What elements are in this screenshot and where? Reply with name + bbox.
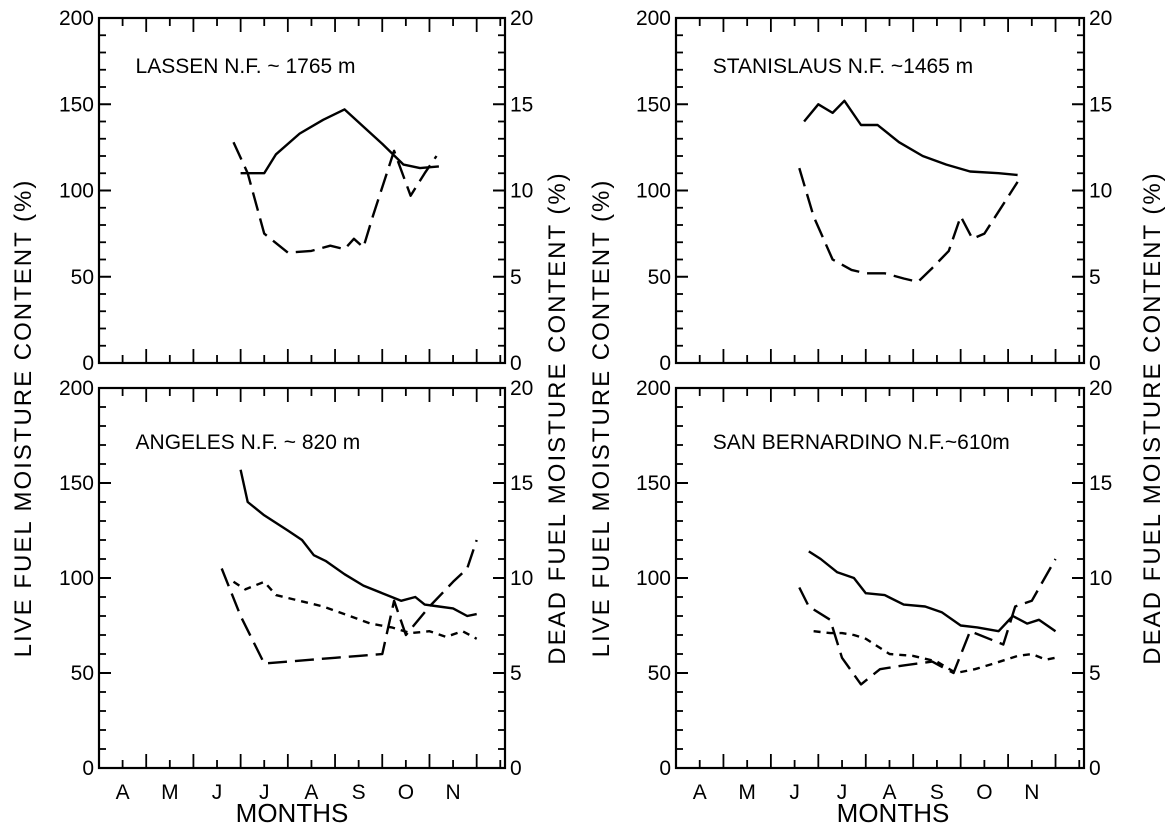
month-label: J [259,781,270,804]
y-tick-label: 200 [59,7,94,30]
month-label: A [882,781,896,804]
y2-tick-label: 0 [1089,757,1101,780]
y-tick-label: 0 [659,352,671,375]
series-line-short-dash [813,630,1056,675]
month-label: J [837,781,848,804]
middle-axis-title: DEAD FUEL MOISTURE CONTENT (%) [544,171,571,664]
y-tick-label: 200 [59,377,94,400]
series-line-long-dash [232,141,438,254]
month-label: J [789,781,800,804]
series-line-solid [239,469,477,618]
series-line-solid [803,99,1018,177]
series-line-solid [240,108,440,175]
y2-tick-label: 20 [510,7,533,30]
month-label: A [116,781,130,804]
chart-panel-1: 0 0 50 5 100 10 150 15 200 20 LASSEN N.F. ~ 1765 m [59,7,533,375]
y-tick-label: 0 [82,757,94,780]
month-label: J [212,781,223,804]
series-line-long-dash [798,558,1057,686]
chart-panel-3: 0 0 50 5 100 10 150 15 200 20 A M J J A S O N ANGELES N.F.… [59,377,533,804]
y2-tick-label: 5 [1089,662,1101,685]
y-tick-label: 100 [59,180,94,203]
panel-title: ANGELES N.F. ~ 820 m [136,431,361,454]
y2-tick-label: 10 [510,180,533,203]
middle-left-axis-title: LIVE FUEL MOISTURE CONTENT (%) [588,179,615,658]
month-label: A [304,781,318,804]
month-label: S [352,781,366,804]
month-label: M [161,781,179,804]
y-tick-label: 200 [636,7,671,30]
month-label: M [738,781,756,804]
y2-tick-label: 20 [1089,7,1112,30]
y-tick-label: 150 [59,93,94,116]
y2-tick-label: 15 [510,472,533,495]
month-label: N [445,781,460,804]
panel-title: STANISLAUS N.F. ~1465 m [713,55,973,78]
y2-tick-label: 10 [1089,180,1112,203]
y2-tick-label: 5 [510,662,522,685]
y2-tick-label: 0 [510,757,522,780]
panel-title: LASSEN N.F. ~ 1765 m [136,55,356,78]
y2-tick-label: 20 [1089,377,1112,400]
month-label: N [1024,781,1039,804]
y2-tick-label: 15 [510,93,533,116]
y2-tick-label: 15 [1089,93,1112,116]
y2-tick-label: 15 [1089,472,1112,495]
series-line-short-dash [232,580,478,640]
y2-tick-label: 0 [1089,352,1101,375]
y-tick-label: 0 [82,352,94,375]
y-tick-label: 150 [59,472,94,495]
y-tick-label: 100 [636,567,671,590]
y2-tick-label: 0 [510,352,522,375]
right-axis-title: DEAD FUEL MOISTURE CONTENT (%) [1139,171,1166,664]
series-line-solid [808,550,1057,633]
month-label: O [976,781,992,804]
chart-panel-4: 0 0 50 5 100 10 150 15 200 20 A M J J A S O N SAN BERNARDI… [636,377,1112,804]
y-tick-label: 50 [71,662,94,685]
month-label: O [398,781,414,804]
y2-tick-label: 10 [1089,567,1112,590]
chart-panel-2: 0 0 50 5 100 10 150 15 200 20 STANISLAUS N.F. ~146… [636,7,1112,375]
month-label: S [930,781,944,804]
y-tick-label: 100 [636,180,671,203]
y-tick-label: 150 [636,93,671,116]
y-tick-label: 200 [636,377,671,400]
x-axis-title-right: MONTHS [837,798,950,828]
y-tick-label: 150 [636,472,671,495]
y-tick-label: 50 [648,662,671,685]
x-axis-title-left: MONTHS [236,798,349,828]
y-tick-label: 50 [648,266,671,289]
y2-tick-label: 10 [510,567,533,590]
series-line-long-dash [220,539,478,665]
y-tick-label: 0 [659,757,671,780]
panel-title: SAN BERNARDINO N.F.~610m [713,431,1010,454]
y-tick-label: 100 [59,567,94,590]
left-axis-title: LIVE FUEL MOISTURE CONTENT (%) [10,179,37,658]
y2-tick-label: 20 [510,377,533,400]
y2-tick-label: 5 [510,266,522,289]
y-tick-label: 50 [71,266,94,289]
month-label: A [693,781,707,804]
y2-tick-label: 5 [1089,266,1101,289]
series-line-long-dash [798,167,1019,284]
